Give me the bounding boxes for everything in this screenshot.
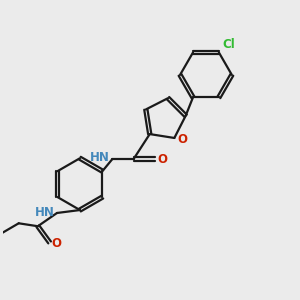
- Text: O: O: [177, 133, 187, 146]
- Text: O: O: [52, 237, 62, 250]
- Text: HN: HN: [90, 151, 110, 164]
- Text: O: O: [158, 153, 168, 166]
- Text: HN: HN: [35, 206, 55, 220]
- Text: Cl: Cl: [222, 38, 235, 51]
